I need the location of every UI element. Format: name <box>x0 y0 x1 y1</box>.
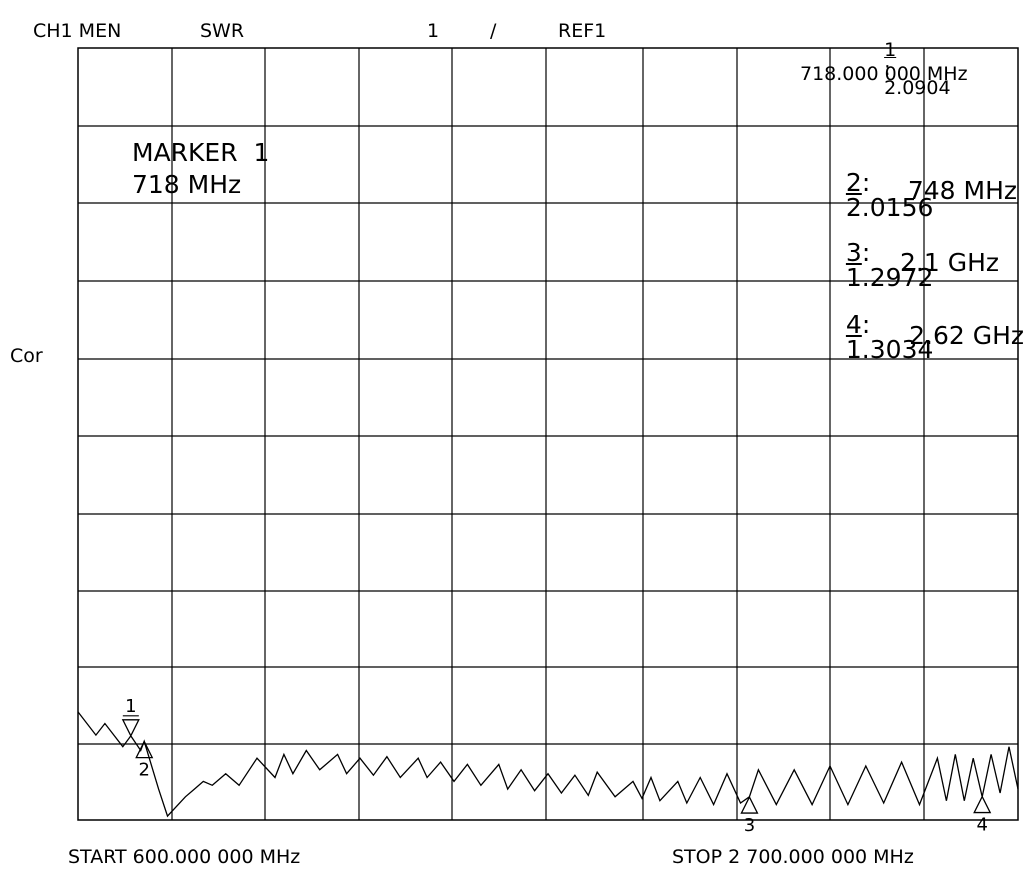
scale-slash: / <box>490 20 497 42</box>
active-marker-readout: 1 : 2.0904 <box>872 22 951 99</box>
marker-entry-frequency: 748 MHz <box>907 176 1017 205</box>
active-marker-separator: : <box>884 58 891 80</box>
marker-4-label: 4 <box>976 815 987 836</box>
marker-entry-value: 1.2972 <box>845 263 934 292</box>
marker-entry-separator: : <box>861 238 871 267</box>
marker-1-label: 1 <box>125 696 136 717</box>
marker-entry-2: 2: 2.0156 <box>830 145 933 220</box>
stop-frequency: STOP 2 700.000 000 MHz <box>672 846 914 868</box>
active-marker-number: 1 <box>884 39 897 61</box>
plot-border <box>77 47 1019 821</box>
marker-entry-number: 2 <box>845 168 862 197</box>
format-label: SWR <box>200 20 245 42</box>
marker-entry-4: 4: 1.3034 <box>830 287 933 362</box>
marker-entry-frequency: 2.62 GHz <box>909 321 1024 350</box>
plot-grid <box>77 47 1019 821</box>
marker-entry-separator: : <box>861 310 871 339</box>
marker-2-label: 2 <box>139 760 150 781</box>
marker-2-triangle <box>135 740 154 759</box>
swr-trace <box>77 711 1019 818</box>
active-marker-frequency: 718.000 000 MHz <box>800 63 968 85</box>
marker-entry-value: 2.0156 <box>845 193 934 222</box>
marker-3-label: 3 <box>744 815 755 836</box>
marker-entry-value: 1.3034 <box>845 335 934 364</box>
scale-label: 1 <box>427 20 440 42</box>
marker-entry-separator: : <box>861 168 871 197</box>
active-marker-value: 2.0904 <box>884 77 951 99</box>
marker-4-triangle <box>973 795 992 814</box>
marker-entry-3: 3: 1.2972 <box>830 215 933 290</box>
marker-3-triangle <box>740 795 759 814</box>
marker-entry-frequency: 2.1 GHz <box>900 248 999 277</box>
marker-entry-number: 3 <box>845 238 862 267</box>
start-frequency: START 600.000 000 MHz <box>68 846 301 868</box>
marker-1-triangle <box>121 719 140 738</box>
channel-label: CH1 MEN <box>33 20 122 42</box>
marker-entry-number: 4 <box>845 310 862 339</box>
reference-label: REF1 <box>558 20 607 42</box>
correction-indicator: Cor <box>10 345 43 367</box>
trace-group <box>77 711 1019 818</box>
marker-group: 1 2 3 4 <box>121 696 992 836</box>
